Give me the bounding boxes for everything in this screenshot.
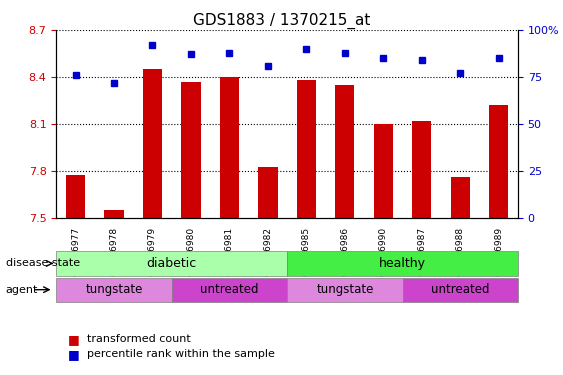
Text: healthy: healthy	[379, 257, 426, 270]
Bar	[143, 69, 162, 218]
Bar	[412, 121, 431, 218]
Text: transformed count: transformed count	[87, 334, 191, 344]
Bar	[489, 105, 508, 218]
Text: tungstate: tungstate	[86, 283, 142, 296]
Bar	[335, 85, 355, 218]
Text: ■: ■	[68, 348, 79, 361]
Text: diabetic: diabetic	[146, 257, 197, 270]
Bar	[181, 82, 200, 218]
Text: tungstate: tungstate	[316, 283, 373, 296]
Text: percentile rank within the sample: percentile rank within the sample	[87, 350, 275, 359]
Bar	[374, 124, 393, 218]
Bar	[297, 80, 316, 218]
Text: ■: ■	[68, 333, 79, 346]
Bar	[104, 210, 124, 218]
Bar	[450, 177, 470, 218]
Text: untreated: untreated	[431, 283, 489, 296]
Bar	[258, 168, 278, 217]
Bar	[220, 77, 239, 218]
Text: GDS1883 / 1370215_at: GDS1883 / 1370215_at	[193, 13, 370, 29]
Text: disease state: disease state	[6, 258, 80, 268]
Text: untreated: untreated	[200, 283, 258, 296]
Bar	[66, 176, 85, 217]
Text: agent: agent	[6, 285, 38, 295]
